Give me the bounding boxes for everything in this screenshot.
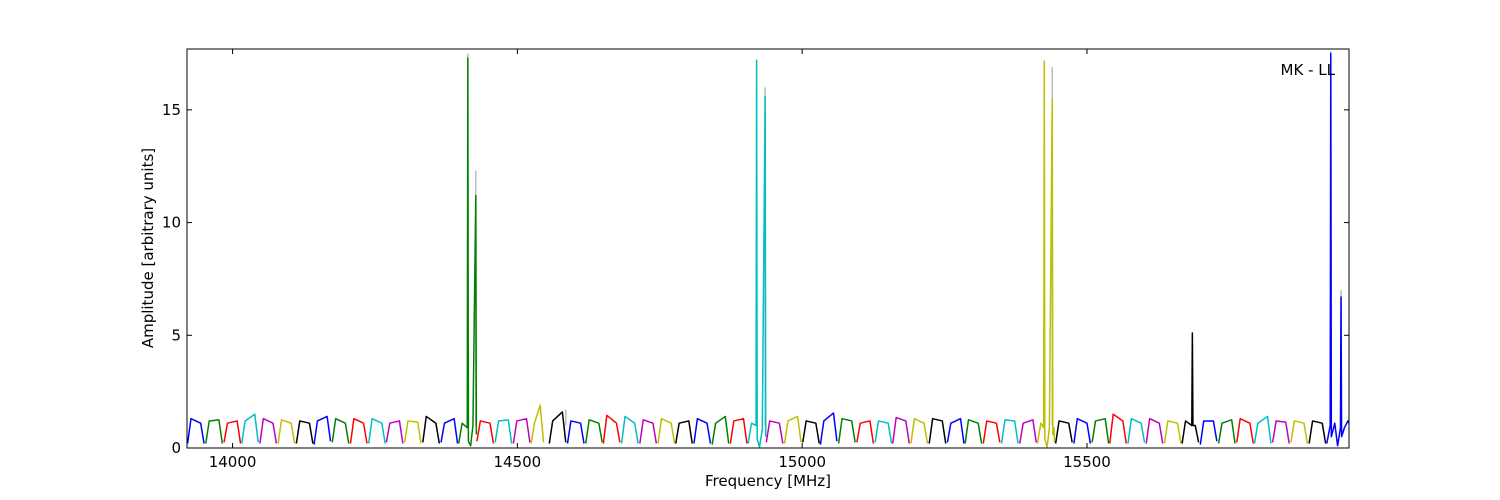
plot-frame xyxy=(186,48,1350,449)
x-tick-label: 15000 xyxy=(778,453,826,471)
data-line xyxy=(467,51,1342,426)
x-axis-label: Frequency [MHz] xyxy=(705,472,831,490)
annotation: MK - LL xyxy=(1281,61,1336,79)
data-line xyxy=(295,332,1327,444)
x-tick-label: 14000 xyxy=(209,453,257,471)
y-axis-label: Amplitude [arbitrary units] xyxy=(139,148,157,348)
data-line xyxy=(277,61,1309,448)
y-tick-label: 5 xyxy=(171,326,181,344)
data-line xyxy=(187,52,1349,447)
data-line xyxy=(259,416,1290,444)
x-tick-label: 15500 xyxy=(1063,453,1111,471)
x-tick-label: 14500 xyxy=(494,453,542,471)
y-tick-label: 0 xyxy=(171,439,181,457)
data-line xyxy=(223,413,1255,444)
y-tick-label: 15 xyxy=(162,101,181,119)
data-line xyxy=(205,57,1236,447)
data-line xyxy=(240,59,1272,448)
y-tick-label: 10 xyxy=(162,214,181,232)
